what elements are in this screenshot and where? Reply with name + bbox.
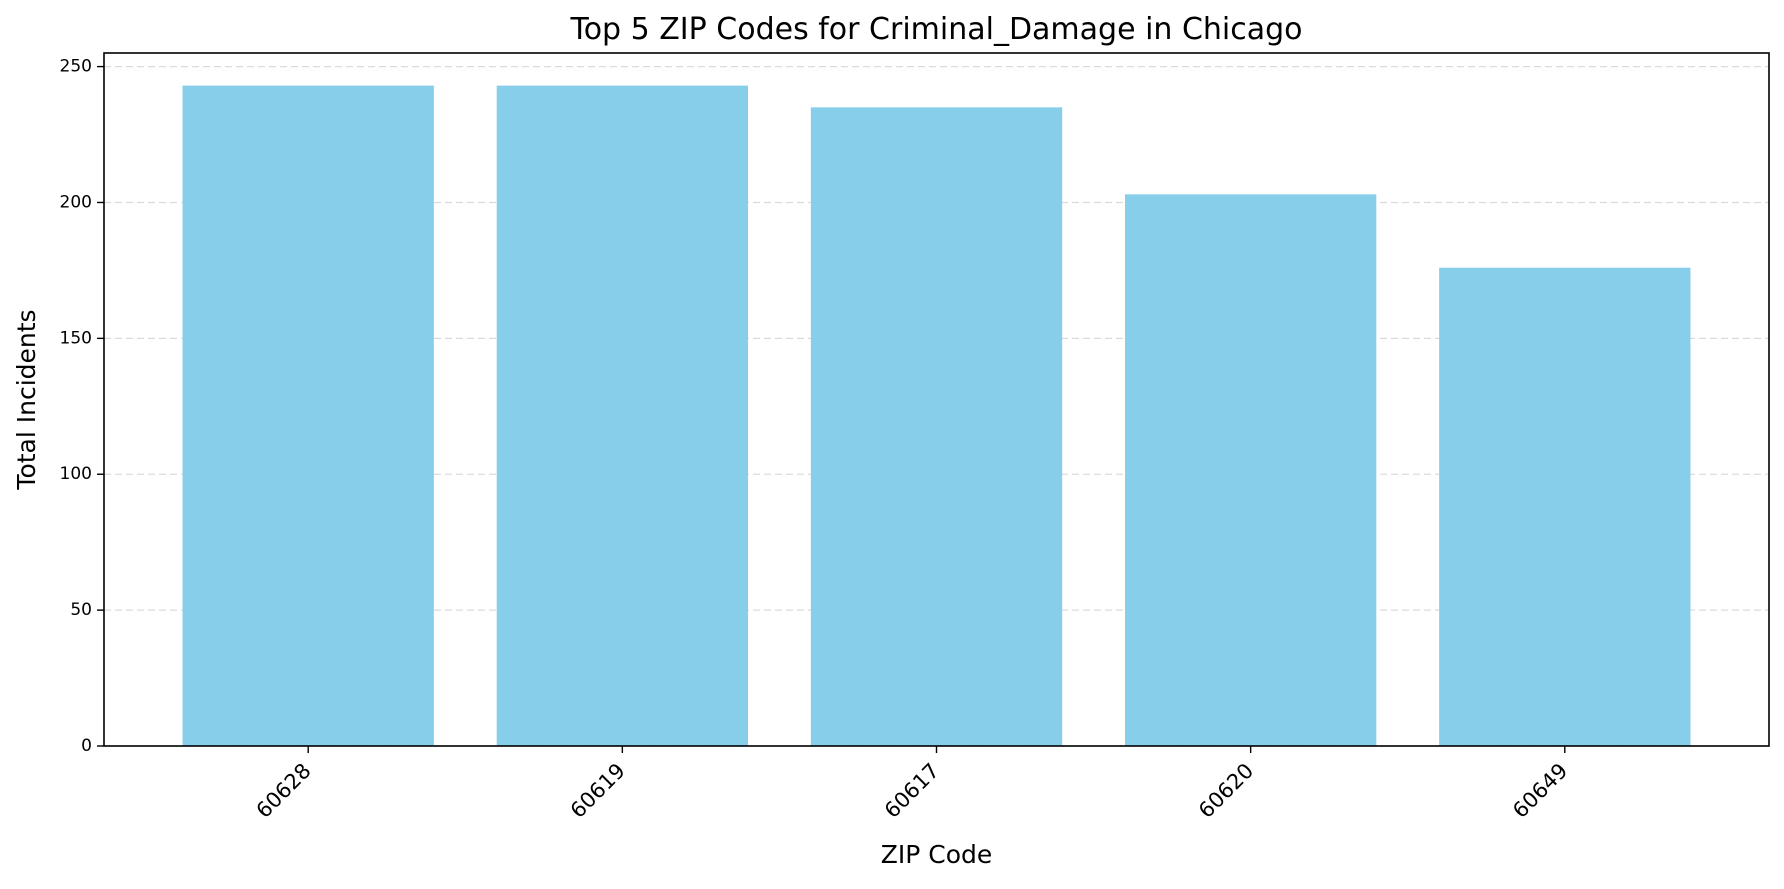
y-axis-label: Total Incidents (12, 309, 41, 490)
y-tick-label: 50 (70, 600, 92, 620)
bars (182, 85, 1691, 747)
bar-60649 (1439, 267, 1691, 746)
bar-60619 (496, 85, 749, 747)
y-tick-label: 250 (60, 57, 92, 77)
y-tick-label: 0 (81, 736, 92, 756)
bar-60628 (182, 85, 434, 747)
x-axis-label: ZIP Code (881, 840, 993, 869)
y-tick-label: 100 (60, 464, 92, 484)
bar-60617 (810, 107, 1063, 746)
y-tick-label: 200 (60, 192, 92, 212)
y-ticks: 0 50 100 150 200 250 (60, 57, 104, 756)
y-tick-label: 150 (60, 328, 92, 348)
bar-60620 (1124, 194, 1377, 747)
chart-title: Top 5 ZIP Codes for Criminal_Damage in C… (569, 12, 1302, 47)
